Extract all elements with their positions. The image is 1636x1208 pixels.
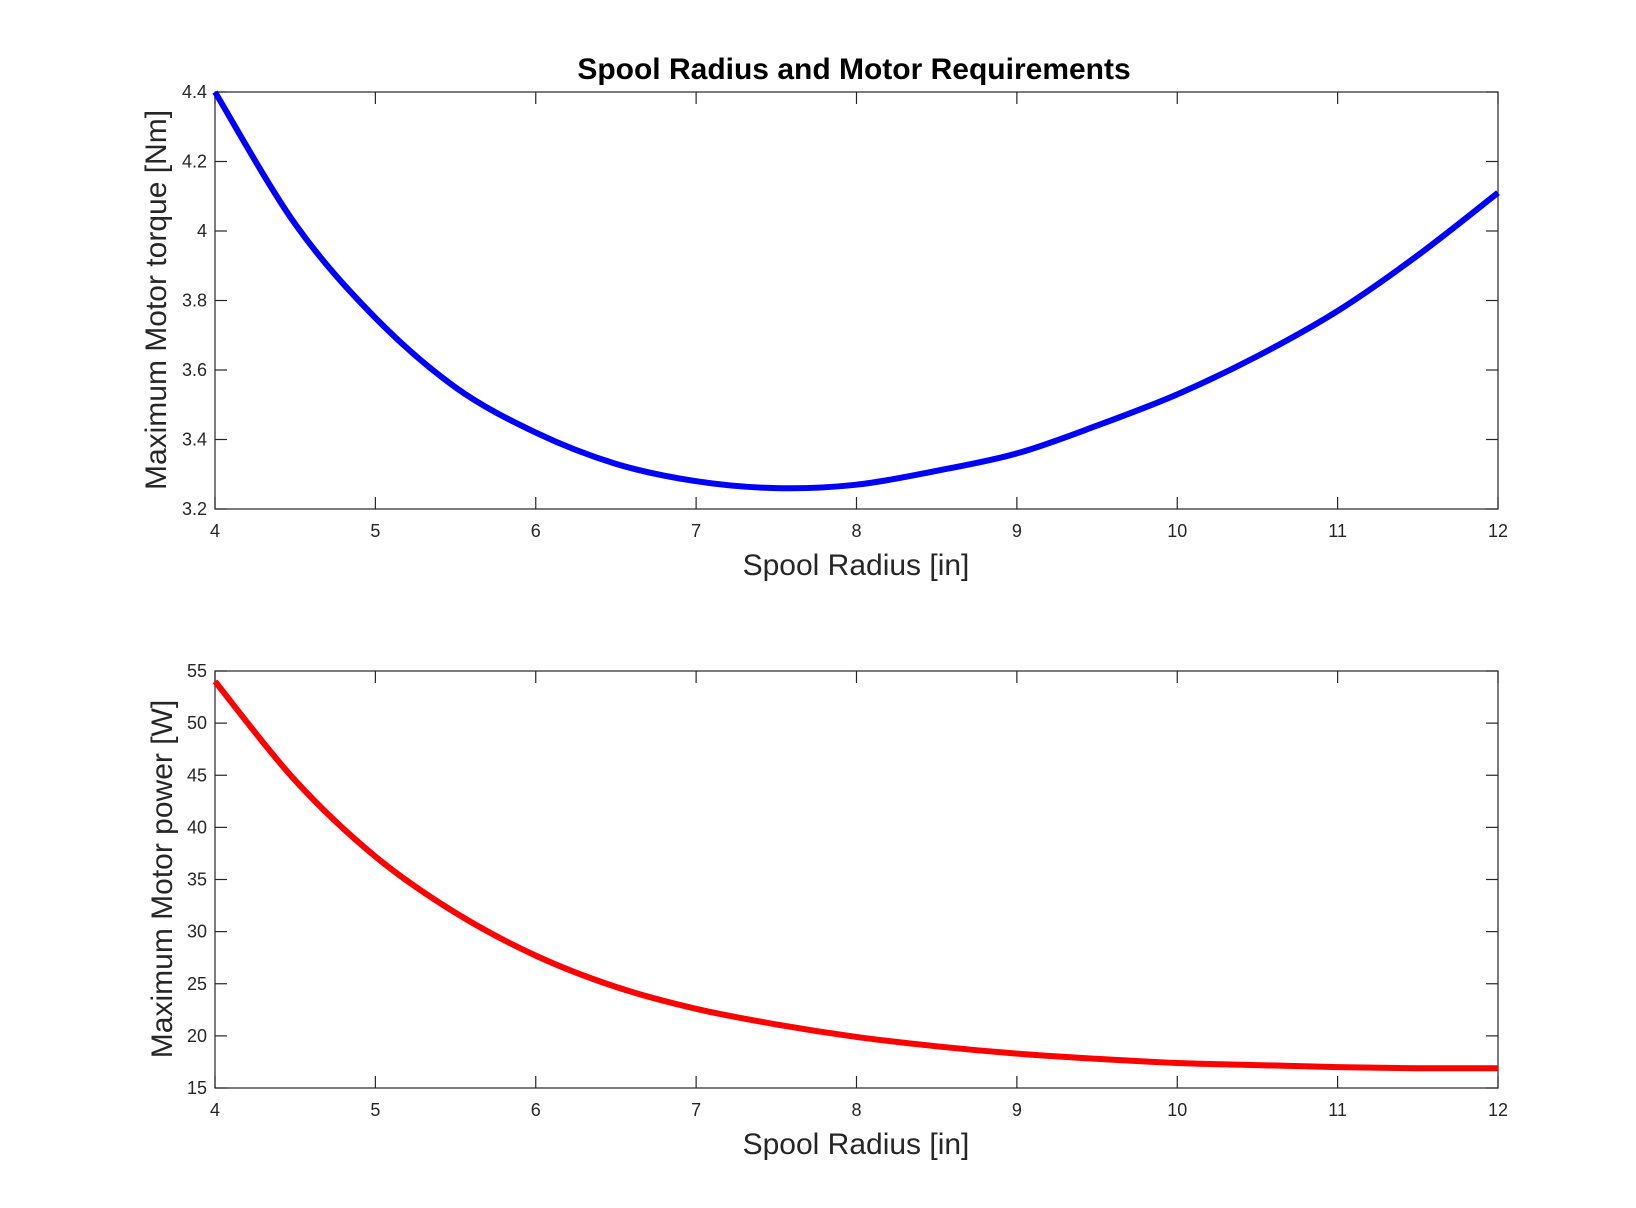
torque-x-tick-label: 6	[531, 521, 541, 541]
torque-x-tick-label: 5	[370, 521, 380, 541]
torque-x-tick-label: 12	[1488, 521, 1508, 541]
power-y-tick-label: 55	[187, 661, 207, 681]
power-lines	[212, 679, 1499, 1072]
torque-y-tick-label: 3.4	[182, 430, 207, 450]
torque-x-tick-label: 9	[1012, 521, 1022, 541]
torque-x-tick-label: 8	[851, 521, 861, 541]
power-x-tick-label: 4	[210, 1100, 220, 1120]
power-y-axis-label: Maximum Motor power [W]	[146, 700, 179, 1058]
torque-x-tick-labels: 4 5 6 7 8 9 10 11 12	[210, 521, 1508, 541]
power-x-tick-label: 11	[1328, 1100, 1347, 1120]
torque-tick-marks	[214, 91, 1499, 510]
torque-series-line	[212, 90, 1500, 492]
torque-y-tick-label: 4	[197, 221, 207, 241]
torque-lines	[212, 90, 1500, 492]
power-y-tick-label: 30	[187, 922, 207, 942]
power-x-tick-label: 10	[1167, 1100, 1187, 1120]
power-x-tick-label: 5	[370, 1100, 380, 1120]
torque-x-tick-label: 7	[691, 521, 701, 541]
power-x-tick-label: 8	[851, 1100, 861, 1120]
torque-y-tick-label: 3.6	[182, 360, 207, 380]
power-y-tick-label: 45	[187, 765, 207, 785]
torque-y-tick-label: 4.2	[182, 152, 207, 172]
torque-x-tick-label: 4	[210, 521, 220, 541]
chart-title: Spool Radius and Motor Requirements	[577, 53, 1130, 86]
power-y-tick-label: 25	[187, 974, 207, 994]
power-y-tick-label: 35	[187, 870, 207, 890]
power-x-tick-label: 12	[1488, 1100, 1508, 1120]
power-y-tick-label: 15	[187, 1078, 207, 1098]
torque-x-tick-label: 11	[1328, 521, 1347, 541]
power-x-tick-label: 7	[691, 1100, 701, 1120]
power-y-tick-label: 50	[187, 713, 207, 733]
torque-y-tick-label: 4.4	[182, 82, 207, 102]
torque-x-axis-label: Spool Radius [in]	[743, 549, 970, 582]
power-x-tick-label: 6	[531, 1100, 541, 1120]
torque-y-tick-label: 3.8	[182, 291, 207, 311]
power-tick-marks	[214, 670, 1499, 1089]
torque-plot-frame	[214, 91, 1499, 510]
torque-y-tick-labels: 3.2 3.4 3.6 3.8 4 4.2 4.4	[182, 82, 207, 519]
power-y-tick-label: 20	[187, 1026, 207, 1046]
power-x-tick-label: 9	[1012, 1100, 1022, 1120]
power-y-tick-label: 40	[187, 817, 207, 837]
power-plot-frame	[214, 670, 1499, 1089]
torque-subplot: 4 5 6 7 8 9 10 11 12 3.2 3.4 3.6 3.8 4 4.2 4.4 Spool R…	[140, 82, 1508, 582]
torque-y-tick-label: 3.2	[182, 499, 207, 519]
power-y-tick-labels: 15 20 25 30 35 40 45 50 55	[187, 661, 207, 1098]
power-series-line	[212, 679, 1499, 1072]
torque-x-tick-label: 10	[1167, 521, 1187, 541]
power-x-tick-labels: 4 5 6 7 8 9 10 11 12	[210, 1100, 1508, 1120]
torque-y-axis-label: Maximum Motor torque [Nm]	[140, 110, 173, 490]
power-x-axis-label: Spool Radius [in]	[743, 1128, 970, 1161]
